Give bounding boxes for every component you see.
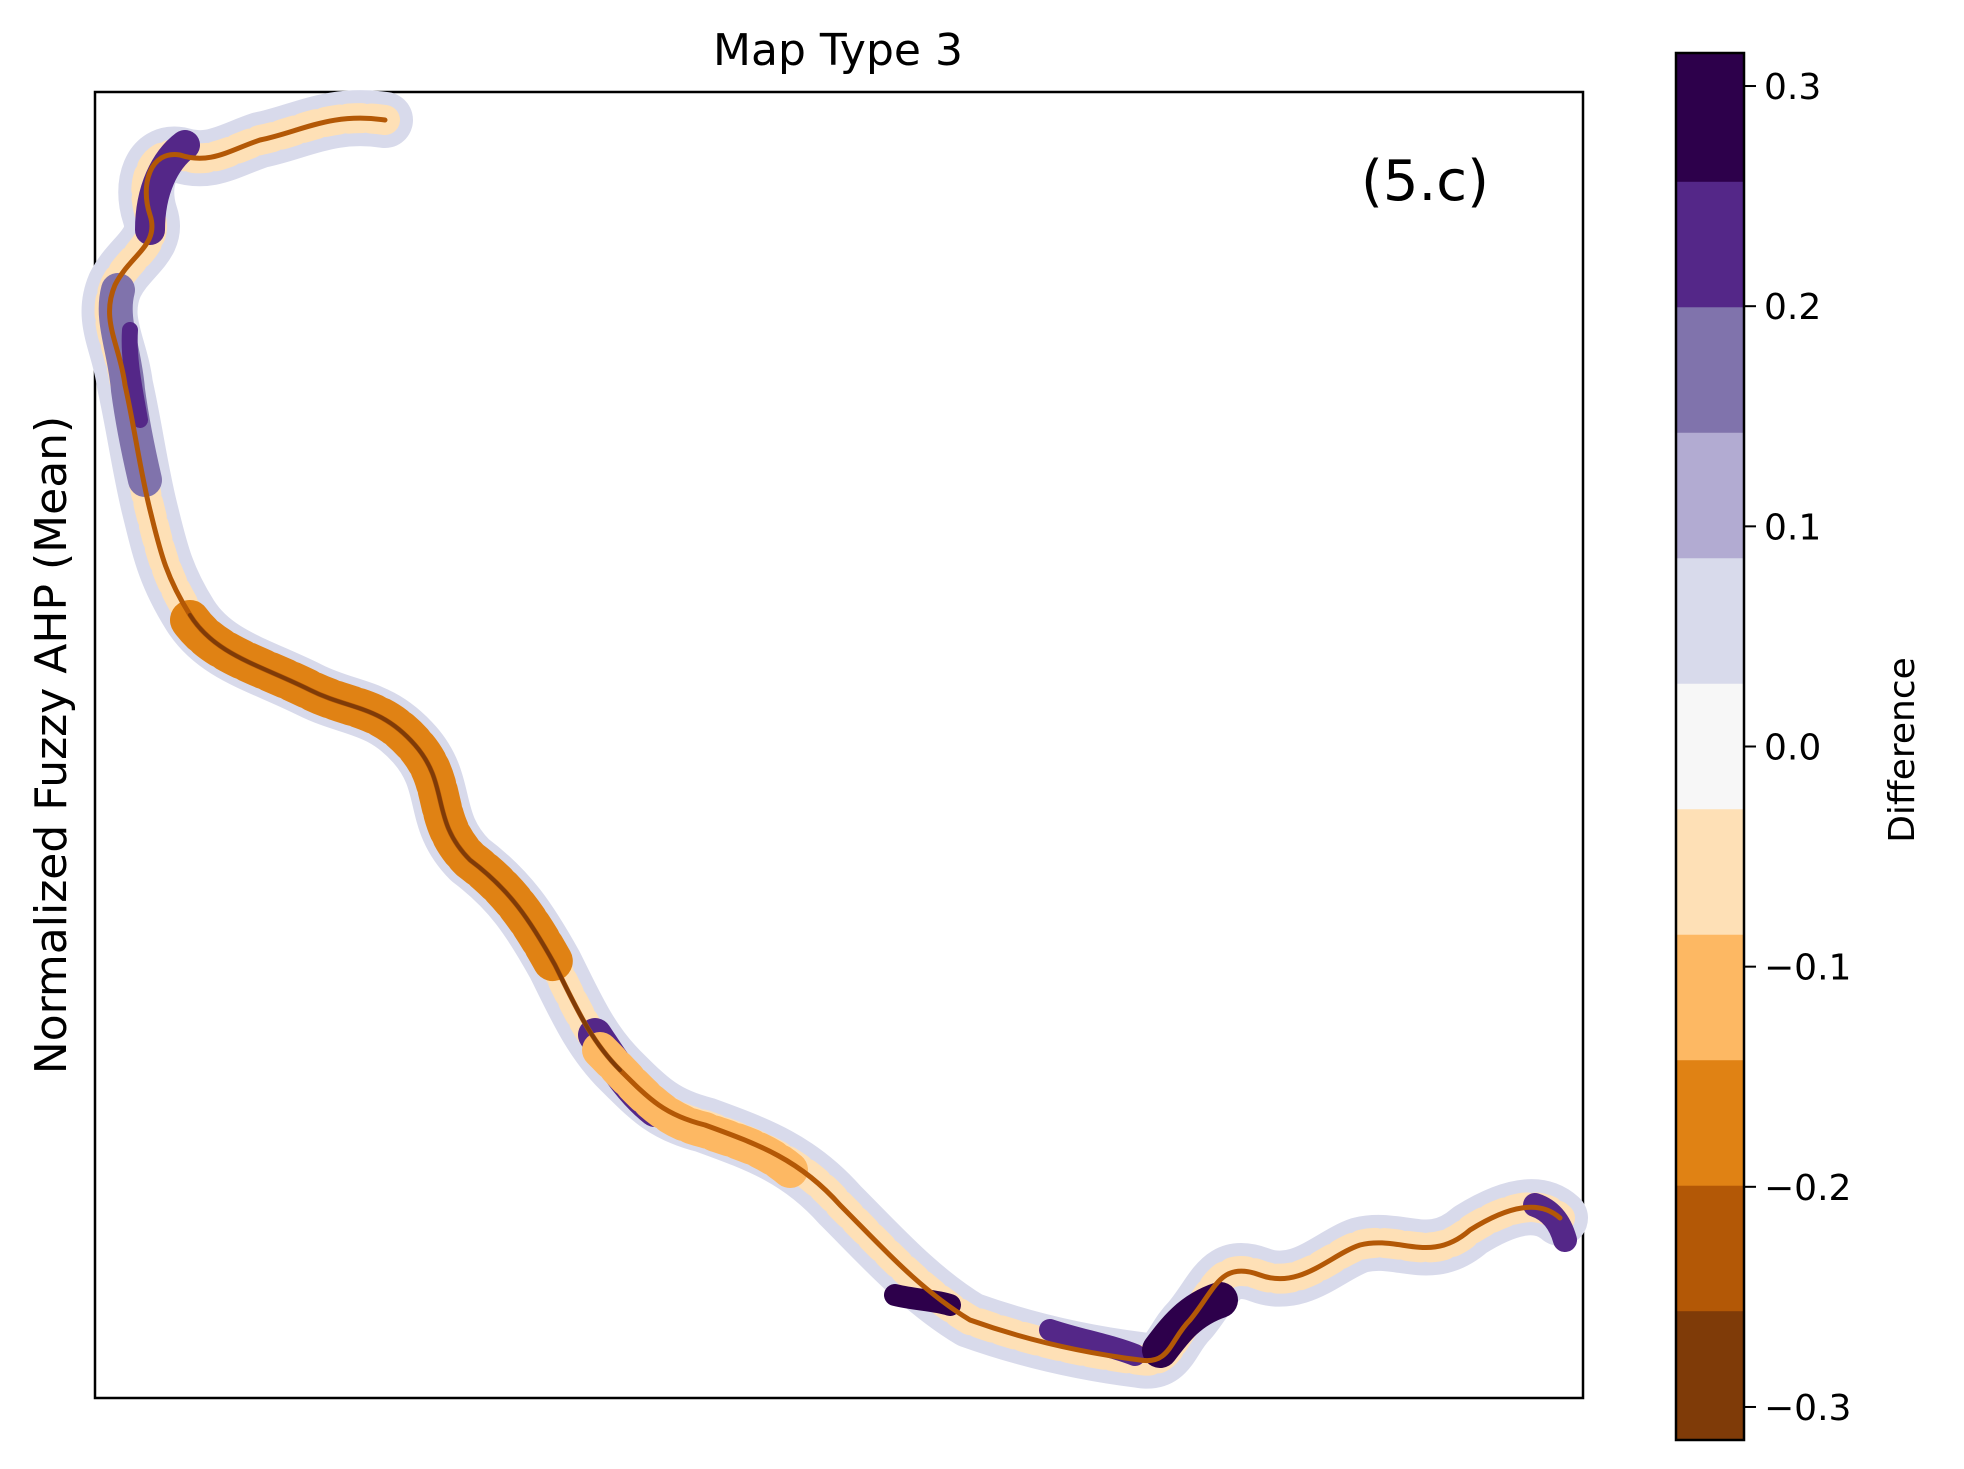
- colorbar-tick-label: 0.0: [1764, 728, 1821, 769]
- colorbar-bin-6: [1676, 809, 1744, 936]
- colorbar-label: Difference: [1882, 657, 1923, 843]
- colorbar-bin-3: [1676, 432, 1744, 559]
- colorbar-bin-8: [1676, 1060, 1744, 1187]
- colorbar-tick-label: −0.1: [1764, 948, 1851, 989]
- zone-purple-west: [121, 322, 148, 428]
- colorbar-ticks: 0.3 0.2 0.1 0.0 −0.1 −0.2 −0.3: [1744, 67, 1851, 1429]
- colorbar-bin-2: [1676, 307, 1744, 434]
- zone-purple-south-3: [1142, 1282, 1238, 1368]
- colorbar-bin-0: [1676, 53, 1744, 183]
- negative-difference-zones: [107, 115, 1563, 1364]
- colorbar-bin-1: [1676, 181, 1744, 308]
- zone-purple-south-2: [1039, 1319, 1146, 1366]
- colorbar-bin-10: [1676, 1311, 1744, 1441]
- colorbar-tick-label: −0.2: [1764, 1168, 1851, 1209]
- colorbar-bin-4: [1676, 558, 1744, 685]
- panel-label: (5.c): [1361, 149, 1489, 214]
- colorbar-tick-label: 0.1: [1764, 507, 1821, 548]
- colorbar-tick-label: −0.3: [1764, 1388, 1851, 1429]
- river-channel-dark: [188, 613, 622, 1072]
- colorbar-bin-5: [1676, 683, 1744, 810]
- map-title: Map Type 3: [713, 25, 963, 76]
- colorbar-bin-7: [1676, 934, 1744, 1061]
- colorbar-bin-9: [1676, 1185, 1744, 1312]
- colorbar: [1676, 53, 1744, 1441]
- colorbar-tick-label: 0.3: [1764, 67, 1821, 108]
- colorbar-tick-label: 0.2: [1764, 287, 1821, 328]
- y-axis-label: Normalized Fuzzy AHP (Mean): [26, 416, 77, 1074]
